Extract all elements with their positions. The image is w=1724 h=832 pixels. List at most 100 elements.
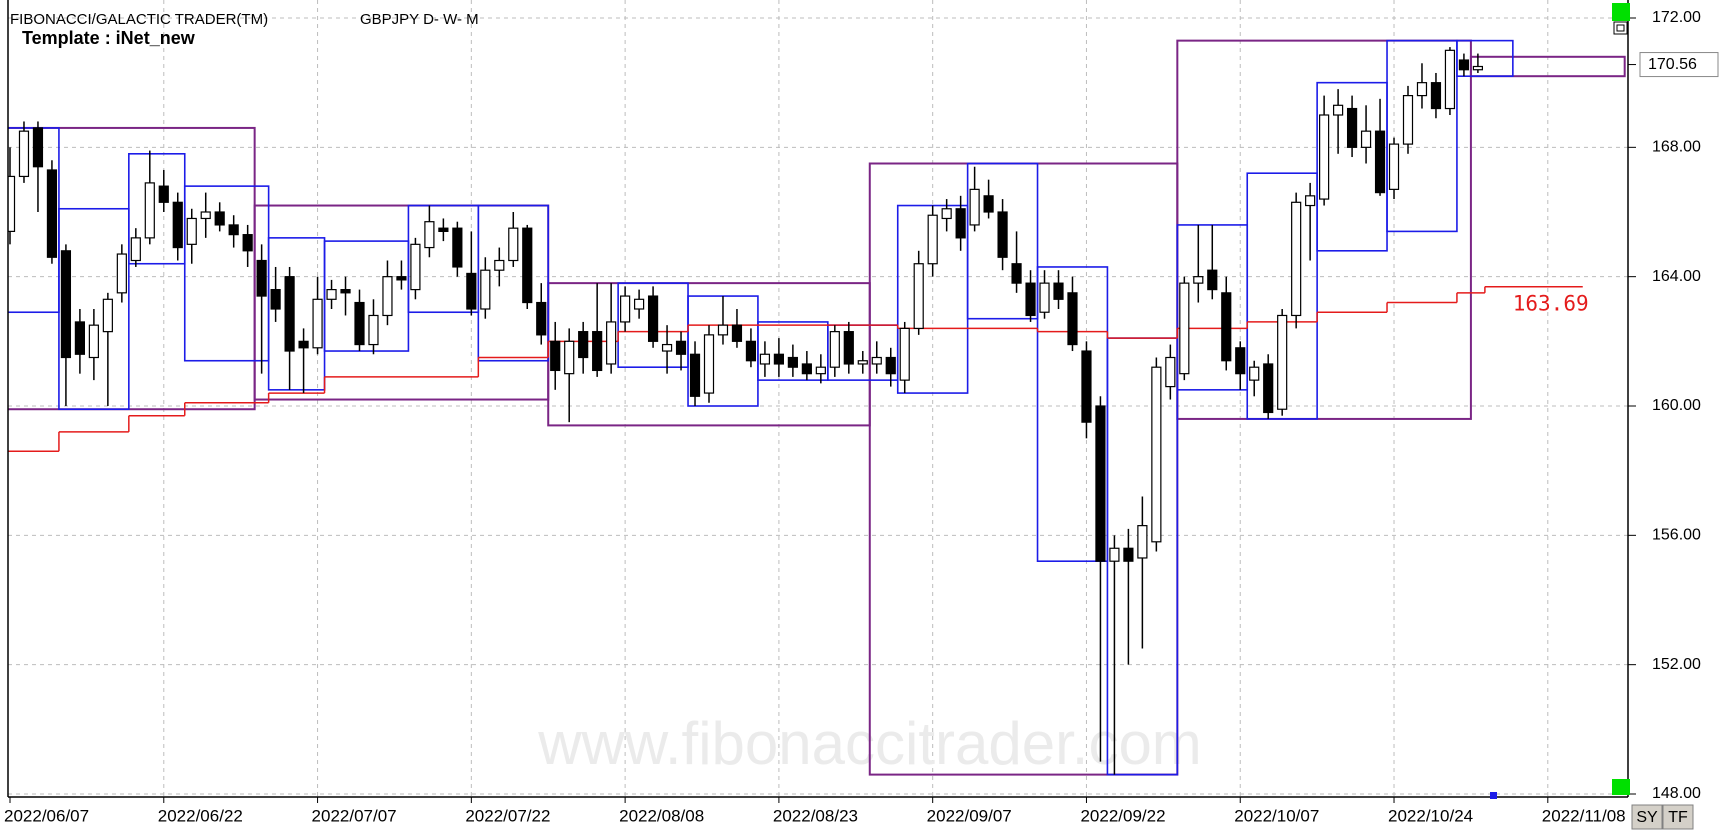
candle-body [438,227,449,233]
candle-body [1207,269,1218,291]
x-axis: 2022/06/07 2022/06/22 2022/07/07 2022/07/22… [4,806,1626,825]
candle-body [1305,195,1316,207]
weekly-box [966,162,1039,320]
x-tick-label: 2022/08/23 [773,806,858,825]
candle-body [661,343,673,352]
template-label: Template : iNet_new [22,28,196,48]
candle-body [214,211,225,226]
sy-button-frame[interactable] [1631,804,1663,830]
candle-body [1430,82,1442,110]
candle-body [1039,282,1050,313]
candle-body [228,224,239,236]
x-tick-label: 2022/08/08 [619,806,704,825]
status-indicator-bottom [1612,779,1630,795]
candle-body [368,314,379,346]
candle-body [354,301,365,346]
weekly-box [1456,39,1514,78]
candle-body [899,327,910,381]
candle-body [1137,525,1148,559]
x-tick-label: 2022/07/22 [465,806,550,825]
tf-button-frame[interactable] [1662,804,1694,830]
candle-body [1095,405,1106,562]
last-price-box [1639,52,1719,78]
candle-body [242,234,253,252]
x-tick-label: 2022/06/07 [4,806,89,825]
last-price-label: 170.56 [1648,56,1697,73]
candle-body [1025,282,1036,317]
y-tick-label: 148.00 [1652,785,1701,802]
candle-body [745,340,757,362]
weekly-box [323,240,410,352]
candle-body [1151,366,1162,543]
x-tick-label: 2022/10/07 [1234,806,1319,825]
tf-button[interactable]: TF [1662,804,1694,830]
x-tick-label: 2022/11/08 [1542,806,1626,825]
candle-body [1291,201,1302,317]
candle-body [1374,130,1386,194]
candle-body [592,331,603,372]
candle-body [1319,114,1330,200]
monthly-box [868,162,1179,776]
axes: 148.00 152.00 156.00 160.00 164.00 168.00 172.… [9,9,1719,803]
candle-body [759,353,771,365]
candle-body [1109,547,1120,562]
candle-body [1472,65,1484,71]
candle-body [606,321,617,365]
candle-body [829,331,840,368]
candle-body [494,259,505,271]
candle-body [633,298,645,310]
window-icon[interactable] [1613,21,1628,35]
candle-body [270,289,281,310]
candle-body [452,227,463,268]
candle-body [1221,292,1232,362]
candle-body [955,208,966,239]
sy-button[interactable]: SY [1631,804,1663,830]
candle-body [1388,143,1400,190]
candle-body [32,127,44,168]
candle-body [480,269,491,310]
candle-body [200,211,211,220]
candle-body [1067,292,1078,346]
candle-body [885,356,896,375]
weekly-box [1246,172,1318,420]
window-icon-inner [1616,24,1625,32]
candle-body [1346,107,1358,148]
candle-body [536,301,547,336]
candle-body [857,360,868,365]
stop-label: 163.69 [1513,292,1589,316]
tf-button-label[interactable]: TF [1668,809,1688,826]
candle-body [620,295,631,323]
candle-body [773,353,785,365]
candle-body [969,188,980,226]
candle-body [382,276,393,317]
candle-body [564,340,575,375]
weekly-box [477,204,550,362]
candle-body [717,324,729,336]
grid [8,0,1628,797]
candle-body [801,363,812,375]
y-tick-label: 172.00 [1652,9,1701,26]
candle-body [102,298,113,333]
candle-body [8,175,16,233]
candle-body [1249,366,1260,381]
x-tick-label: 2022/09/22 [1080,806,1165,825]
candle-body [424,221,435,249]
candle-body [1081,350,1092,423]
y-tick-label: 168.00 [1652,139,1701,156]
y-tick-label: 160.00 [1652,397,1701,414]
candle-body [312,298,323,349]
y-tick-label: 164.00 [1652,268,1701,285]
candle-body [18,130,30,178]
x-tick-label: 2022/06/22 [158,806,243,825]
x-tick-label: 2022/09/07 [927,806,1012,825]
candle-body [1416,82,1428,97]
candle-body [46,169,58,258]
sy-button-label[interactable]: SY [1636,809,1658,826]
candle-body [815,366,826,375]
candle-body [1193,276,1204,284]
monthly-box [1469,55,1626,78]
candle-body [172,201,183,249]
candle-body [1011,263,1022,284]
